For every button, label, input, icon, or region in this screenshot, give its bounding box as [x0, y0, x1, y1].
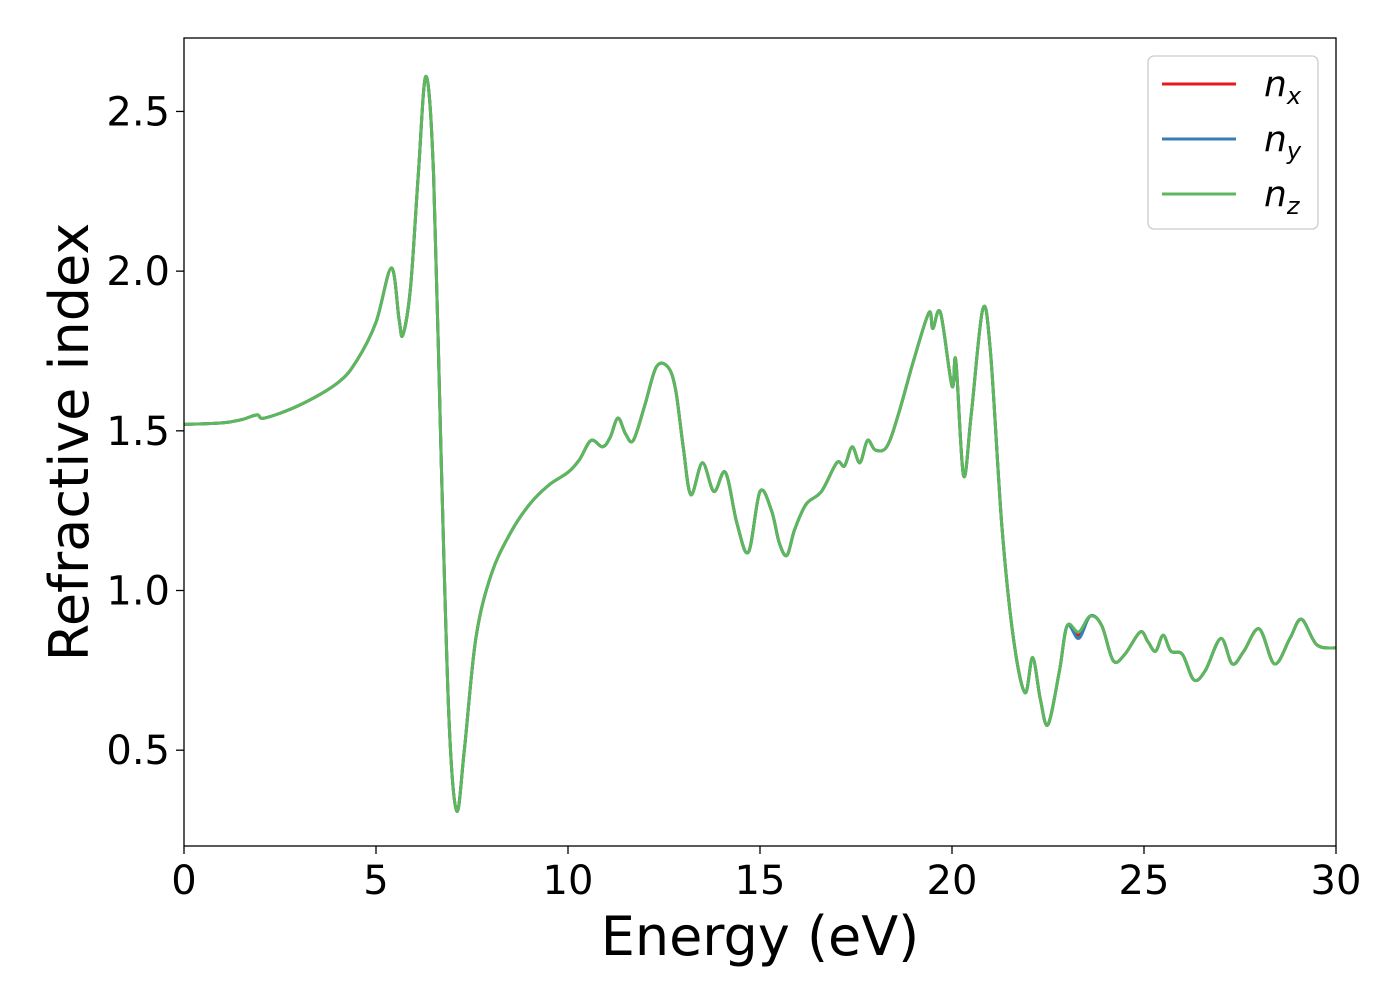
y-tick-label: 0.5 — [106, 728, 170, 774]
x-tick-label: 0 — [171, 858, 196, 904]
x-tick-label: 25 — [1119, 858, 1170, 904]
legend-label-y: ny — [1264, 119, 1302, 165]
x-tick-label: 20 — [927, 858, 978, 904]
y-tick-label: 1.0 — [106, 569, 170, 615]
y-tick-label: 2.5 — [106, 89, 170, 135]
x-tick-label: 10 — [543, 858, 594, 904]
x-tick-label: 5 — [363, 858, 388, 904]
y-axis-label: Refractive index — [38, 223, 101, 662]
x-tick-label: 15 — [735, 858, 786, 904]
legend-box — [1147, 55, 1319, 230]
legend-label-subscript: x — [1286, 82, 1302, 110]
series-line-z — [184, 74, 1336, 813]
y-axis-ticks: 0.5 1.0 1.5 2.0 2.5 — [106, 89, 184, 774]
x-tick-label: 30 — [1311, 858, 1362, 904]
series-layer — [184, 74, 1336, 813]
legend-label-subscript: y — [1286, 137, 1302, 165]
legend-label-subscript: z — [1286, 192, 1301, 220]
legend-label-base: n — [1264, 174, 1287, 215]
x-axis-label: Energy (eV) — [601, 905, 920, 968]
x-axis-ticks: 0 5 10 15 20 25 30 — [171, 846, 1361, 904]
legend-label-x: nx — [1264, 64, 1302, 110]
y-tick-label: 1.5 — [106, 409, 170, 455]
y-tick-label: 2.0 — [106, 249, 170, 295]
legend-label-base: n — [1264, 119, 1287, 160]
legend-label-base: n — [1264, 64, 1287, 105]
legend-label-z: nz — [1264, 174, 1301, 220]
